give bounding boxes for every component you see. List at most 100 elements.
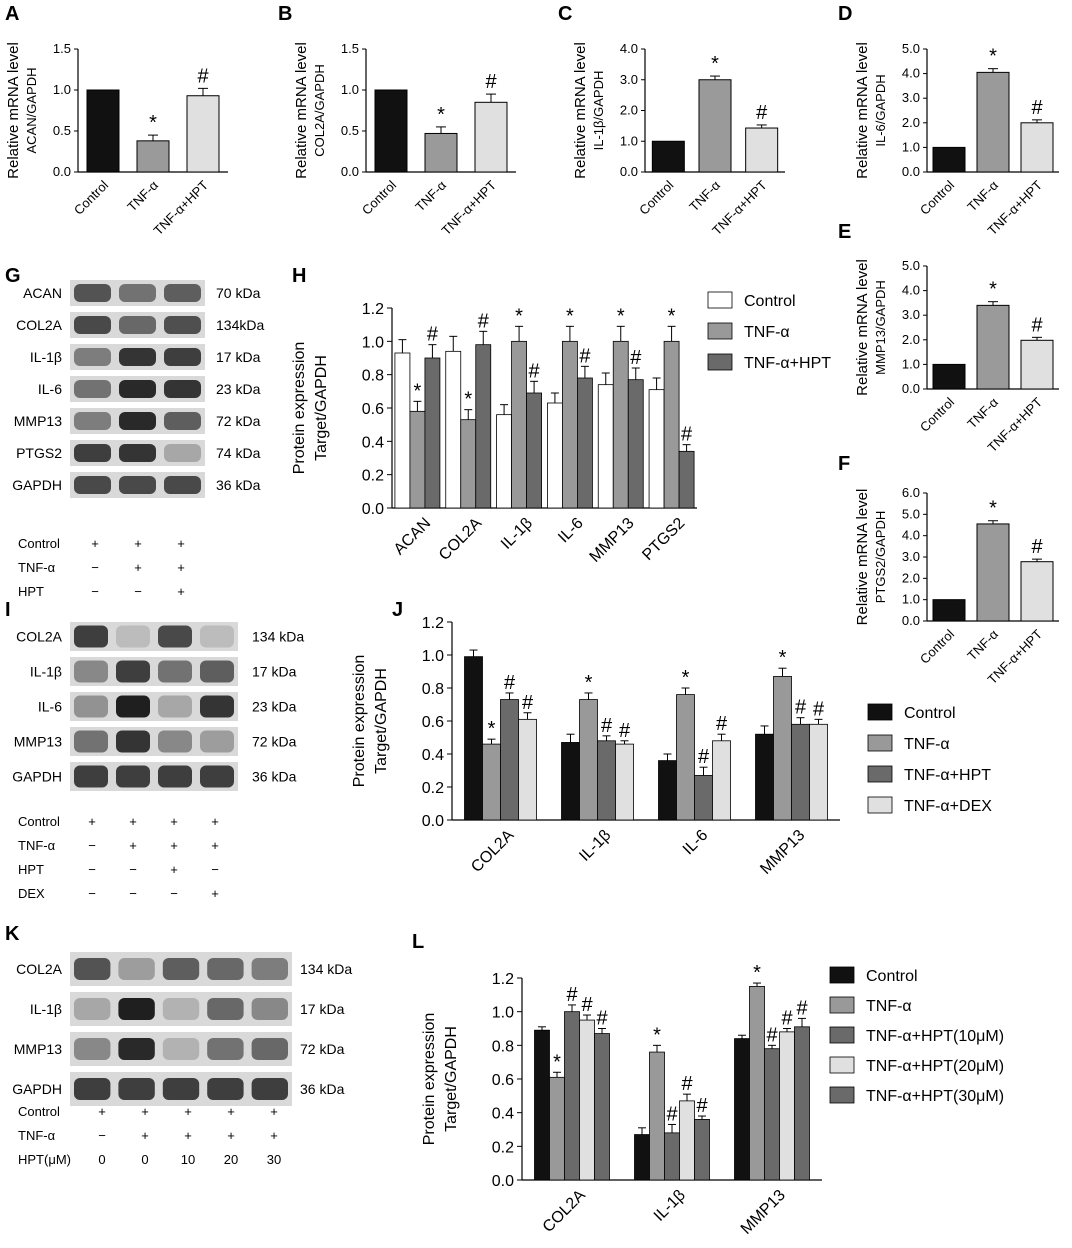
blot-band	[118, 958, 155, 980]
blot-band	[162, 958, 200, 980]
blot-kda-label: 134kDa	[216, 317, 264, 333]
significance-mark: #	[566, 984, 578, 1006]
blot-band	[162, 1078, 200, 1100]
significance-mark: *	[989, 498, 997, 520]
treatment-symbol: +	[211, 886, 219, 901]
y-tick-label: 0.0	[422, 813, 444, 830]
legend-label: TNF-α	[904, 736, 950, 753]
x-tick-label: IL-1β	[498, 515, 536, 553]
bar	[634, 1134, 650, 1181]
legend-swatch	[867, 703, 893, 721]
legend-swatch	[867, 796, 893, 814]
significance-mark: #	[529, 360, 541, 382]
significance-mark: #	[197, 65, 209, 87]
blot-band	[200, 730, 234, 753]
x-tick-label: TNF-α	[964, 626, 1001, 663]
blot-band	[200, 695, 234, 718]
legend-label: TNF-α+HPT(30μM)	[866, 1088, 1004, 1105]
blot-kda-label: 70 kDa	[216, 285, 261, 301]
bar	[445, 350, 462, 509]
legend-swatch	[829, 996, 855, 1014]
blot-protein-label: MMP13	[14, 734, 62, 750]
blot-kda-label: 17 kDa	[300, 1001, 345, 1017]
bar	[676, 694, 695, 821]
blot-band	[251, 998, 288, 1020]
treatment-symbol: −	[129, 862, 137, 877]
significance-mark: #	[1031, 536, 1043, 558]
chart-j: J 0.0 0.2 0.4 0.6 0.8 1.0 1.2 Protein expression…	[351, 599, 992, 878]
y-tick-label: 1.0	[620, 133, 638, 148]
significance-mark: #	[581, 994, 593, 1016]
significance-mark: #	[1031, 314, 1043, 336]
chart-h: H 0.0 0.2 0.4 0.6 0.8 1.0 1.2 Protein expression…	[291, 265, 831, 566]
blot-band	[207, 998, 244, 1020]
y-axis-label-2: Target/GAPDH	[373, 668, 390, 774]
treatment-symbol: 20	[224, 1152, 238, 1167]
significance-mark: *	[464, 389, 472, 411]
treatment-symbol: 30	[267, 1152, 281, 1167]
blot-protein-label: COL2A	[16, 961, 63, 977]
blot-band	[119, 412, 156, 430]
panel-label: J	[392, 599, 403, 621]
bar	[500, 699, 519, 821]
y-tick-label: 0.8	[422, 681, 444, 698]
treatment-symbol: −	[134, 584, 142, 599]
y-tick-label: 0.0	[620, 164, 638, 179]
treatment-symbol: −	[91, 560, 99, 575]
y-tick-label: 2.0	[902, 570, 920, 585]
blot-band	[74, 380, 111, 398]
blot-band	[251, 958, 288, 980]
y-axis-label-2: IL-6/GAPDH	[873, 74, 888, 146]
panel-label: A	[5, 3, 19, 25]
legend-swatch	[829, 1026, 855, 1044]
blot-band	[74, 316, 111, 334]
x-tick-label: TNF-α	[412, 177, 449, 214]
bar	[482, 743, 501, 821]
blot-band	[74, 348, 111, 366]
blot-k: K COL2A 134 kDa IL-1β 17 kDa MMP13 72 kDa GAPDH…	[5, 923, 352, 1167]
y-axis-label: Relative mRNA level	[293, 42, 310, 179]
y-tick-label: 0.0	[53, 164, 71, 179]
blot-band	[116, 695, 150, 718]
y-tick-label: 3.0	[620, 72, 638, 87]
legend-label: Control	[904, 705, 956, 722]
treatment-symbol: −	[88, 862, 96, 877]
blot-kda-label: 72 kDa	[216, 413, 261, 429]
blot-band	[74, 412, 111, 430]
significance-mark: #	[596, 1008, 608, 1030]
blot-protein-label: IL-6	[38, 381, 62, 397]
blot-protein-label: IL-1β	[30, 664, 62, 680]
x-tick-label: Control	[917, 626, 957, 666]
bar	[136, 140, 170, 173]
blot-protein-label: ACAN	[23, 285, 62, 301]
x-tick-label: MMP13	[587, 515, 638, 566]
blot-band	[158, 765, 192, 788]
blot-band	[200, 660, 234, 683]
bar	[1020, 122, 1054, 173]
significance-mark: *	[668, 305, 676, 327]
bar	[664, 1132, 680, 1181]
blot-band	[164, 316, 201, 334]
bar	[932, 599, 966, 622]
y-axis-label: Relative mRNA level	[854, 259, 871, 396]
blot-band	[74, 476, 111, 494]
x-tick-label: MMP13	[757, 827, 808, 878]
bar	[694, 775, 713, 821]
x-tick-label: TNF-α	[964, 177, 1001, 214]
bar	[734, 1038, 750, 1181]
bar	[579, 699, 598, 821]
panel-label: G	[5, 265, 21, 287]
treatment-symbol: +	[129, 838, 137, 853]
blot-band	[164, 348, 201, 366]
y-tick-label: 0.0	[341, 164, 359, 179]
y-tick-label: 5.0	[902, 41, 920, 56]
bar	[1020, 561, 1054, 622]
bar	[1020, 339, 1054, 390]
bar	[534, 1029, 550, 1181]
blot-band	[164, 476, 201, 494]
significance-mark: *	[585, 672, 593, 694]
blot-band	[119, 444, 156, 462]
blot-band	[119, 380, 156, 398]
chart-d: D 0.0 1.0 2.0 3.0 4.0 5.0 Relative mRNA level IL…	[838, 3, 1059, 238]
